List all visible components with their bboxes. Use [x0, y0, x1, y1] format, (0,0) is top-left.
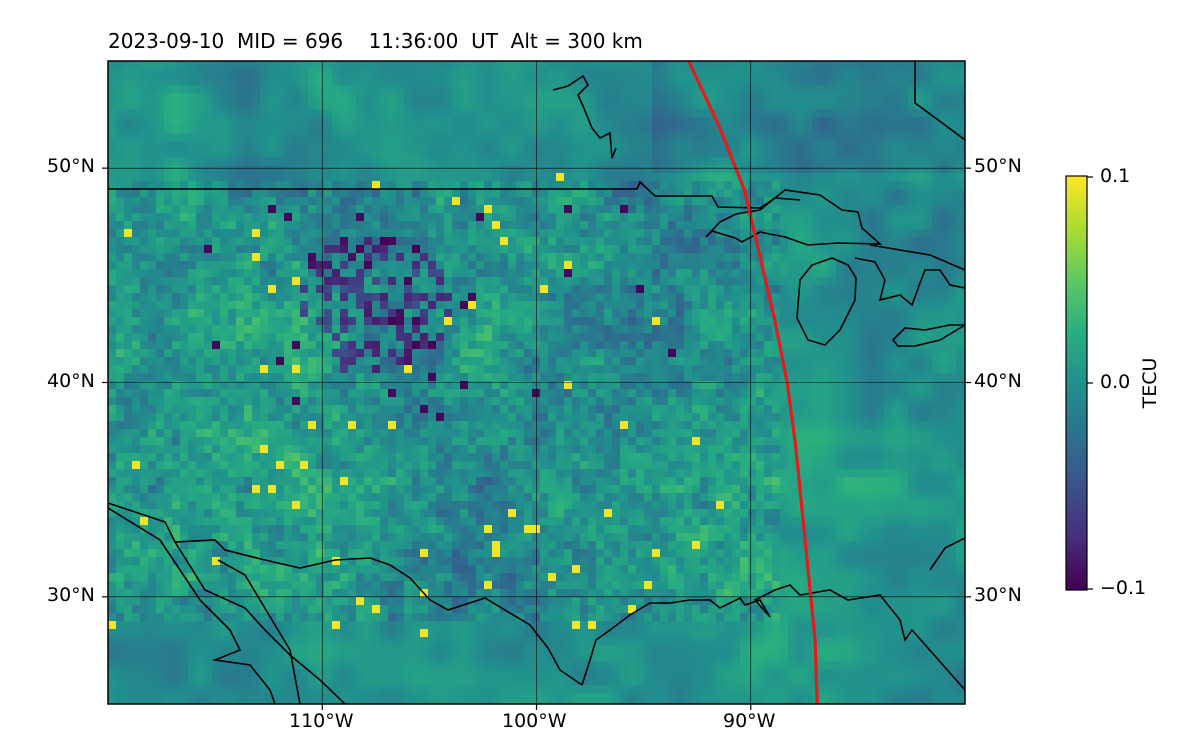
- coast-east-1: [869, 244, 965, 271]
- coast-atlantic: [929, 537, 965, 571]
- colorbar-tick-label: 0.0: [1100, 371, 1131, 393]
- lat-label-left: 50°N: [47, 155, 95, 177]
- axis-ticks: [102, 167, 971, 710]
- colorbar: [1065, 175, 1088, 591]
- lake-erie: [891, 324, 965, 347]
- map-title: 2023-09-10 MID = 696 11:36:00 UT Alt = 3…: [108, 29, 643, 53]
- colorbar-tick-label: 0.1: [1100, 165, 1131, 187]
- tec-grid: [108, 61, 965, 704]
- lon-label: 110°W: [289, 710, 354, 732]
- coast-northeast: [914, 61, 965, 141]
- lon-label: 90°W: [723, 710, 776, 732]
- graticule: [108, 61, 965, 704]
- coast-mexico-west: [174, 541, 346, 704]
- coast-baja: [108, 507, 276, 704]
- lat-label-right: 50°N: [974, 155, 1022, 177]
- lat-label-right: 40°N: [974, 370, 1022, 392]
- colorbar-label: TECU: [1139, 357, 1161, 409]
- lat-label-left: 30°N: [47, 584, 95, 606]
- coast-gulf-of-mexico: [581, 584, 965, 691]
- coastlines-borders: [108, 61, 965, 704]
- lon-label: 100°W: [502, 710, 567, 732]
- lake-huron: [854, 257, 965, 307]
- colorbar-tick-label: −0.1: [1100, 577, 1147, 599]
- colorbar-ticks: [1087, 176, 1093, 590]
- lat-label-left: 40°N: [47, 370, 95, 392]
- lake-superior: [705, 189, 883, 246]
- coast-north: [552, 74, 617, 159]
- border-us-mexico: [108, 502, 583, 686]
- coast-gulf-of-california: [217, 559, 301, 704]
- lake-michigan: [796, 257, 857, 346]
- lat-label-right: 30°N: [974, 584, 1022, 606]
